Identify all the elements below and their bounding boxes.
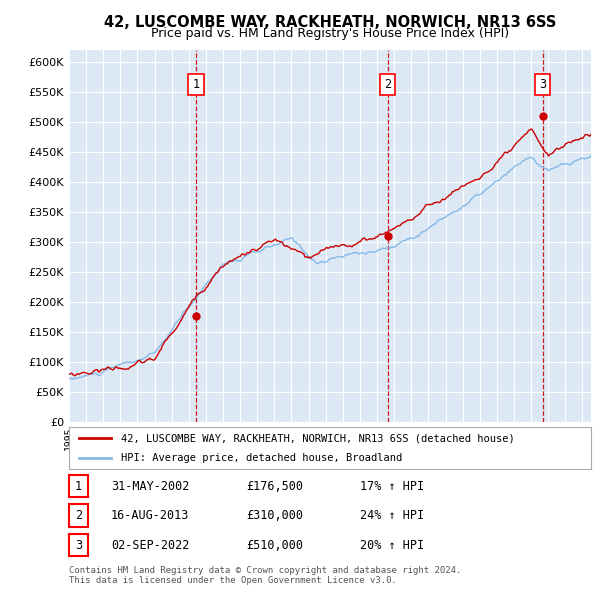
Text: 3: 3	[75, 539, 82, 552]
Text: 42, LUSCOMBE WAY, RACKHEATH, NORWICH, NR13 6SS: 42, LUSCOMBE WAY, RACKHEATH, NORWICH, NR…	[104, 15, 556, 30]
Text: 42, LUSCOMBE WAY, RACKHEATH, NORWICH, NR13 6SS (detached house): 42, LUSCOMBE WAY, RACKHEATH, NORWICH, NR…	[121, 433, 515, 443]
Text: 20% ↑ HPI: 20% ↑ HPI	[360, 539, 424, 552]
Text: 2: 2	[75, 509, 82, 522]
Text: 3: 3	[539, 78, 546, 91]
Text: 02-SEP-2022: 02-SEP-2022	[111, 539, 190, 552]
Text: 17% ↑ HPI: 17% ↑ HPI	[360, 480, 424, 493]
Text: 1: 1	[192, 78, 199, 91]
Text: Price paid vs. HM Land Registry's House Price Index (HPI): Price paid vs. HM Land Registry's House …	[151, 27, 509, 40]
Text: 1: 1	[75, 480, 82, 493]
Text: £176,500: £176,500	[246, 480, 303, 493]
Text: £310,000: £310,000	[246, 509, 303, 522]
Text: 2: 2	[384, 78, 391, 91]
Text: 24% ↑ HPI: 24% ↑ HPI	[360, 509, 424, 522]
Text: 31-MAY-2002: 31-MAY-2002	[111, 480, 190, 493]
Text: £510,000: £510,000	[246, 539, 303, 552]
Text: 16-AUG-2013: 16-AUG-2013	[111, 509, 190, 522]
Text: Contains HM Land Registry data © Crown copyright and database right 2024.
This d: Contains HM Land Registry data © Crown c…	[69, 566, 461, 585]
Text: HPI: Average price, detached house, Broadland: HPI: Average price, detached house, Broa…	[121, 453, 403, 463]
